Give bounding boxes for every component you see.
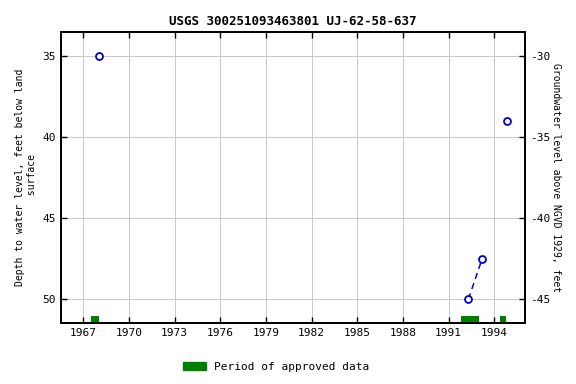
Y-axis label: Depth to water level, feet below land
 surface: Depth to water level, feet below land su…	[15, 69, 37, 286]
Title: USGS 300251093463801 UJ-62-58-637: USGS 300251093463801 UJ-62-58-637	[169, 15, 416, 28]
Y-axis label: Groundwater level above NGVD 1929, feet: Groundwater level above NGVD 1929, feet	[551, 63, 561, 292]
Legend: Period of approved data: Period of approved data	[179, 358, 374, 377]
